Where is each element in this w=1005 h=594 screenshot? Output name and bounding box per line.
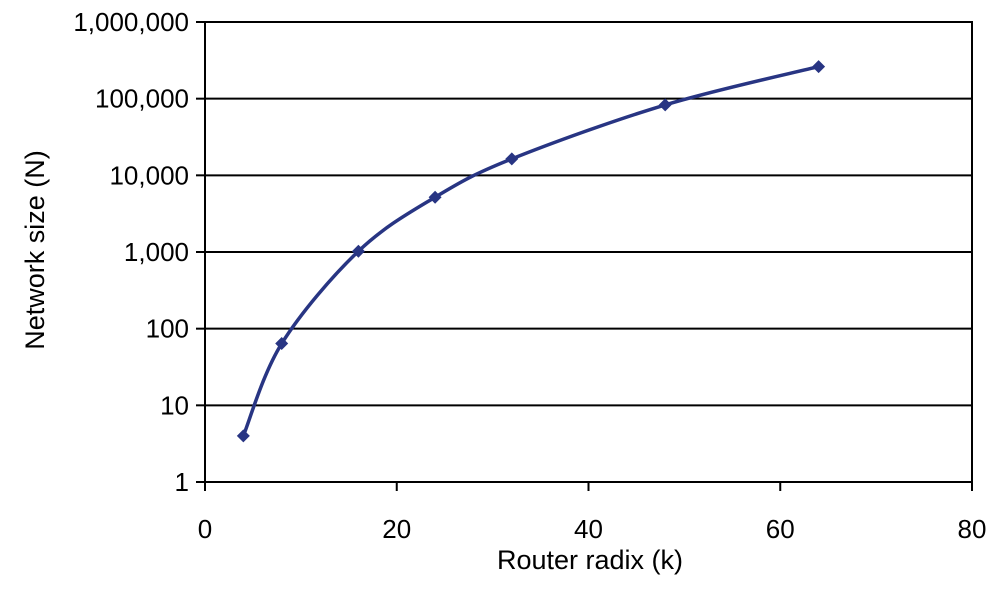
data-point-marker bbox=[236, 429, 250, 443]
data-point-marker bbox=[658, 98, 672, 112]
data-point-marker bbox=[812, 60, 826, 74]
x-tick-label: 80 bbox=[958, 514, 987, 544]
y-tick-label: 10 bbox=[160, 390, 189, 420]
x-tick-label: 60 bbox=[766, 514, 795, 544]
y-axis-title: Network size (N) bbox=[20, 150, 50, 350]
series-group bbox=[236, 60, 826, 443]
y-tick-label: 10,000 bbox=[109, 160, 189, 190]
y-tick-label: 100,000 bbox=[95, 84, 189, 114]
x-axis: 0 20 40 60 80 bbox=[198, 482, 987, 544]
x-tick-label: 20 bbox=[382, 514, 411, 544]
gridlines bbox=[205, 21, 972, 407]
x-tick-label: 40 bbox=[574, 514, 603, 544]
y-tick-label: 1 bbox=[175, 467, 189, 497]
data-point-marker bbox=[275, 337, 289, 351]
y-tick-label: 1,000 bbox=[124, 237, 189, 267]
y-tick-label: 100 bbox=[146, 314, 189, 344]
y-tick-label: 1,000,000 bbox=[73, 7, 189, 37]
data-point-marker bbox=[351, 244, 365, 258]
x-axis-title: Router radix (k) bbox=[497, 545, 683, 575]
y-axis: 1 10 100 1,000 10,000 100,000 1,000,000 bbox=[73, 7, 205, 497]
data-point-marker bbox=[428, 190, 442, 204]
data-point-marker bbox=[505, 152, 519, 166]
x-tick-label: 0 bbox=[198, 514, 212, 544]
